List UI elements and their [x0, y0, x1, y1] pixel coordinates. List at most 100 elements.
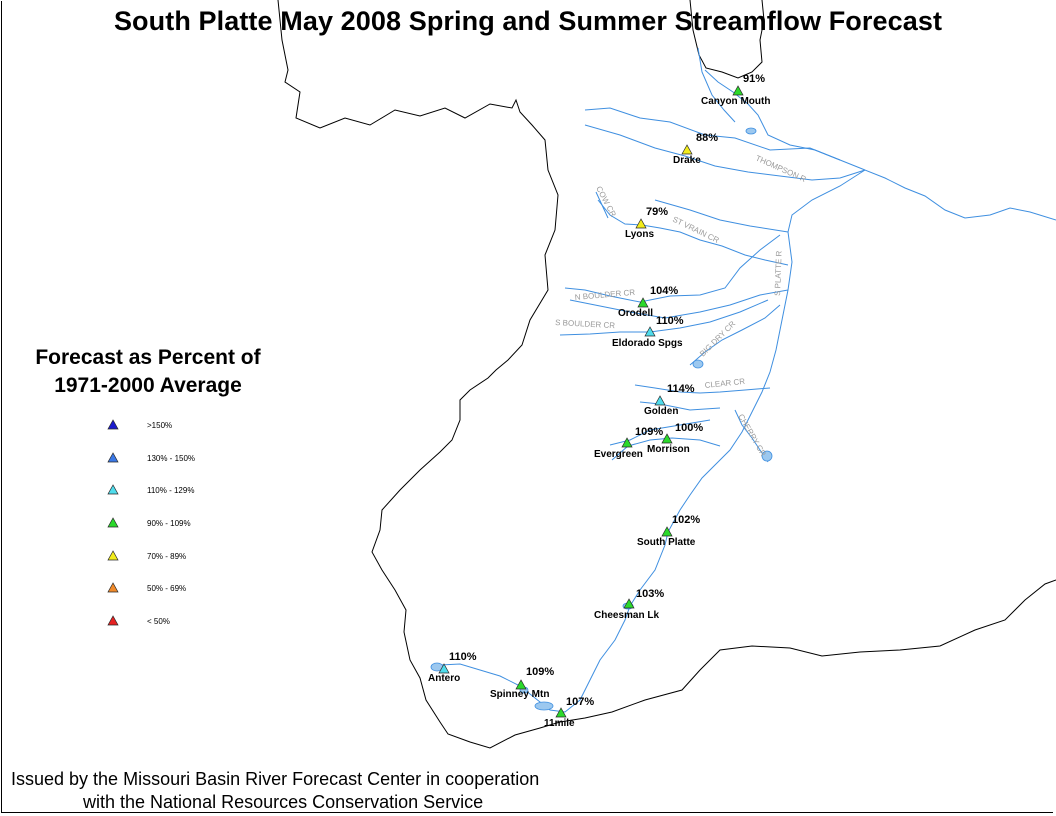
station-marker-morrison[interactable]	[661, 433, 673, 444]
legend-label-110-129: 110% - 129%	[147, 486, 194, 495]
south-platte-river	[439, 169, 1056, 713]
legend-symbols	[107, 419, 119, 626]
river-network	[439, 47, 1056, 713]
thompson-south-fork	[584, 124, 866, 181]
station-percent-labels: 91% 88% 79% 104% 110% 114% 109% 100% 102…	[449, 73, 765, 708]
standley-lake	[692, 359, 704, 369]
station-marker-evergreen[interactable]	[621, 437, 633, 448]
station-percent-drake: 88%	[696, 132, 718, 144]
station-name-spinney-mtn: Spinney Mtn	[490, 689, 549, 700]
station-percent-lyons: 79%	[646, 206, 668, 218]
n-boulder-creek	[564, 234, 781, 303]
cherry-creek-reservoir	[761, 450, 773, 462]
legend-title: Forecast as Percent of 1971-2000 Average	[8, 344, 288, 400]
legend-labels: >150% 130% - 150% 110% - 129% 90% - 109%…	[147, 421, 195, 626]
footer-issuer-line: Issued by the Missouri Basin River Forec…	[11, 769, 540, 789]
clear-creek	[634, 384, 771, 394]
basin-boundary	[277, 0, 1056, 749]
legend-title-line1: Forecast as Percent of	[35, 346, 261, 369]
station-marker-golden[interactable]	[654, 395, 666, 406]
station-name-morrison: Morrison	[647, 444, 690, 455]
legend-label-lt50: < 50%	[147, 617, 170, 626]
poudre-tributary	[697, 47, 736, 123]
boulder-branch	[569, 289, 789, 319]
station-marker-cheesman-lk[interactable]	[623, 598, 635, 609]
station-marker-lyons[interactable]	[635, 218, 647, 229]
legend-label-gt150: >150%	[147, 421, 172, 430]
river-label-big-dry: BIG DRY CR	[698, 319, 737, 358]
golden-branch	[639, 401, 721, 411]
station-marker-orodell[interactable]	[637, 297, 649, 308]
lakes	[430, 127, 773, 711]
river-label-st-vrain: ST VRAIN CR	[671, 215, 721, 245]
station-percent-eldorado-spgs: 110%	[656, 315, 684, 327]
station-percent-morrison: 100%	[675, 422, 703, 434]
s-boulder-creek	[559, 299, 769, 336]
station-name-labels: Canyon Mouth Drake Lyons Orodell Eldorad…	[428, 96, 770, 729]
legend-marker-gt150	[107, 419, 119, 430]
station-name-evergreen: Evergreen	[594, 449, 643, 460]
station-name-eldorado-spgs: Eldorado Spgs	[612, 338, 683, 349]
legend-marker-130-150	[107, 452, 119, 463]
legend-marker-70-89	[107, 550, 119, 561]
evergreen-branch	[609, 419, 711, 446]
station-percent-antero: 110%	[449, 651, 477, 663]
river-label-s-platte: S PLATTE R	[773, 250, 784, 296]
cache-la-poudre	[704, 69, 841, 161]
station-marker-south-platte[interactable]	[661, 526, 673, 537]
station-marker-spinney-mtn[interactable]	[515, 679, 527, 690]
station-percent-cheesman-lk: 103%	[636, 588, 664, 600]
station-name-lyons: Lyons	[625, 229, 655, 240]
horsetooth-reservoir	[745, 127, 757, 135]
legend-label-70-89: 70% - 89%	[147, 552, 186, 561]
station-percent-evergreen: 109%	[635, 426, 663, 438]
station-percent-orodell: 104%	[650, 285, 678, 297]
legend-marker-110-129	[107, 484, 119, 495]
bear-creek	[611, 437, 721, 461]
legend-label-130-150: 130% - 150%	[147, 454, 195, 463]
station-marker-canyon-mouth[interactable]	[732, 85, 744, 96]
st-vrain-creek	[597, 199, 789, 266]
station-name-orodell: Orodell	[618, 308, 653, 319]
legend-marker-lt50	[107, 615, 119, 626]
station-name-canyon-mouth: Canyon Mouth	[701, 96, 770, 107]
river-label-clear-cr: CLEAR CR	[704, 377, 745, 390]
station-name-cheesman-lk: Cheesman Lk	[594, 610, 659, 621]
st-vrain-north	[654, 199, 789, 233]
river-label-cherry-cr: CHERRY CR	[736, 413, 768, 459]
map-title: South Platte May 2008 Spring and Summer …	[113, 6, 943, 36]
station-percent-south-platte: 102%	[672, 514, 700, 526]
station-name-11mile: 11mile	[544, 718, 575, 729]
station-name-antero: Antero	[428, 673, 460, 684]
station-name-south-platte: South Platte	[637, 537, 696, 548]
river-label-s-boulder: S BOULDER CR	[555, 318, 616, 330]
station-name-drake: Drake	[673, 155, 701, 166]
station-marker-eldorado-spgs[interactable]	[644, 326, 656, 337]
footer-cooperation-line: with the National Resources Conservation…	[83, 792, 484, 812]
legend-marker-90-109	[107, 517, 119, 528]
river-labels: THOMPSON R COW CR ST VRAIN CR N BOULDER …	[555, 154, 808, 459]
station-percent-golden: 114%	[667, 383, 695, 395]
boundary-lines	[277, 0, 1056, 749]
legend-title-line2: 1971-2000 Average	[54, 374, 242, 397]
station-name-golden: Golden	[644, 406, 678, 417]
legend-label-50-69: 50% - 69%	[147, 584, 186, 593]
eleven-mile-reservoir	[534, 701, 554, 711]
station-percent-spinney-mtn: 109%	[526, 666, 554, 678]
legend-label-90-109: 90% - 109%	[147, 519, 191, 528]
station-percent-11mile: 107%	[566, 696, 594, 708]
station-marker-antero[interactable]	[438, 663, 450, 674]
north-boundary	[689, 0, 765, 79]
thompson-river	[584, 107, 866, 171]
station-markers	[438, 85, 744, 718]
cow-creek	[595, 191, 609, 219]
big-dry-creek	[689, 304, 781, 366]
station-percent-canyon-mouth: 91%	[743, 73, 765, 85]
legend-marker-50-69	[107, 582, 119, 593]
river-label-thompson: THOMPSON R	[754, 154, 807, 184]
station-marker-11mile[interactable]	[555, 707, 567, 718]
station-marker-drake[interactable]	[681, 144, 693, 155]
